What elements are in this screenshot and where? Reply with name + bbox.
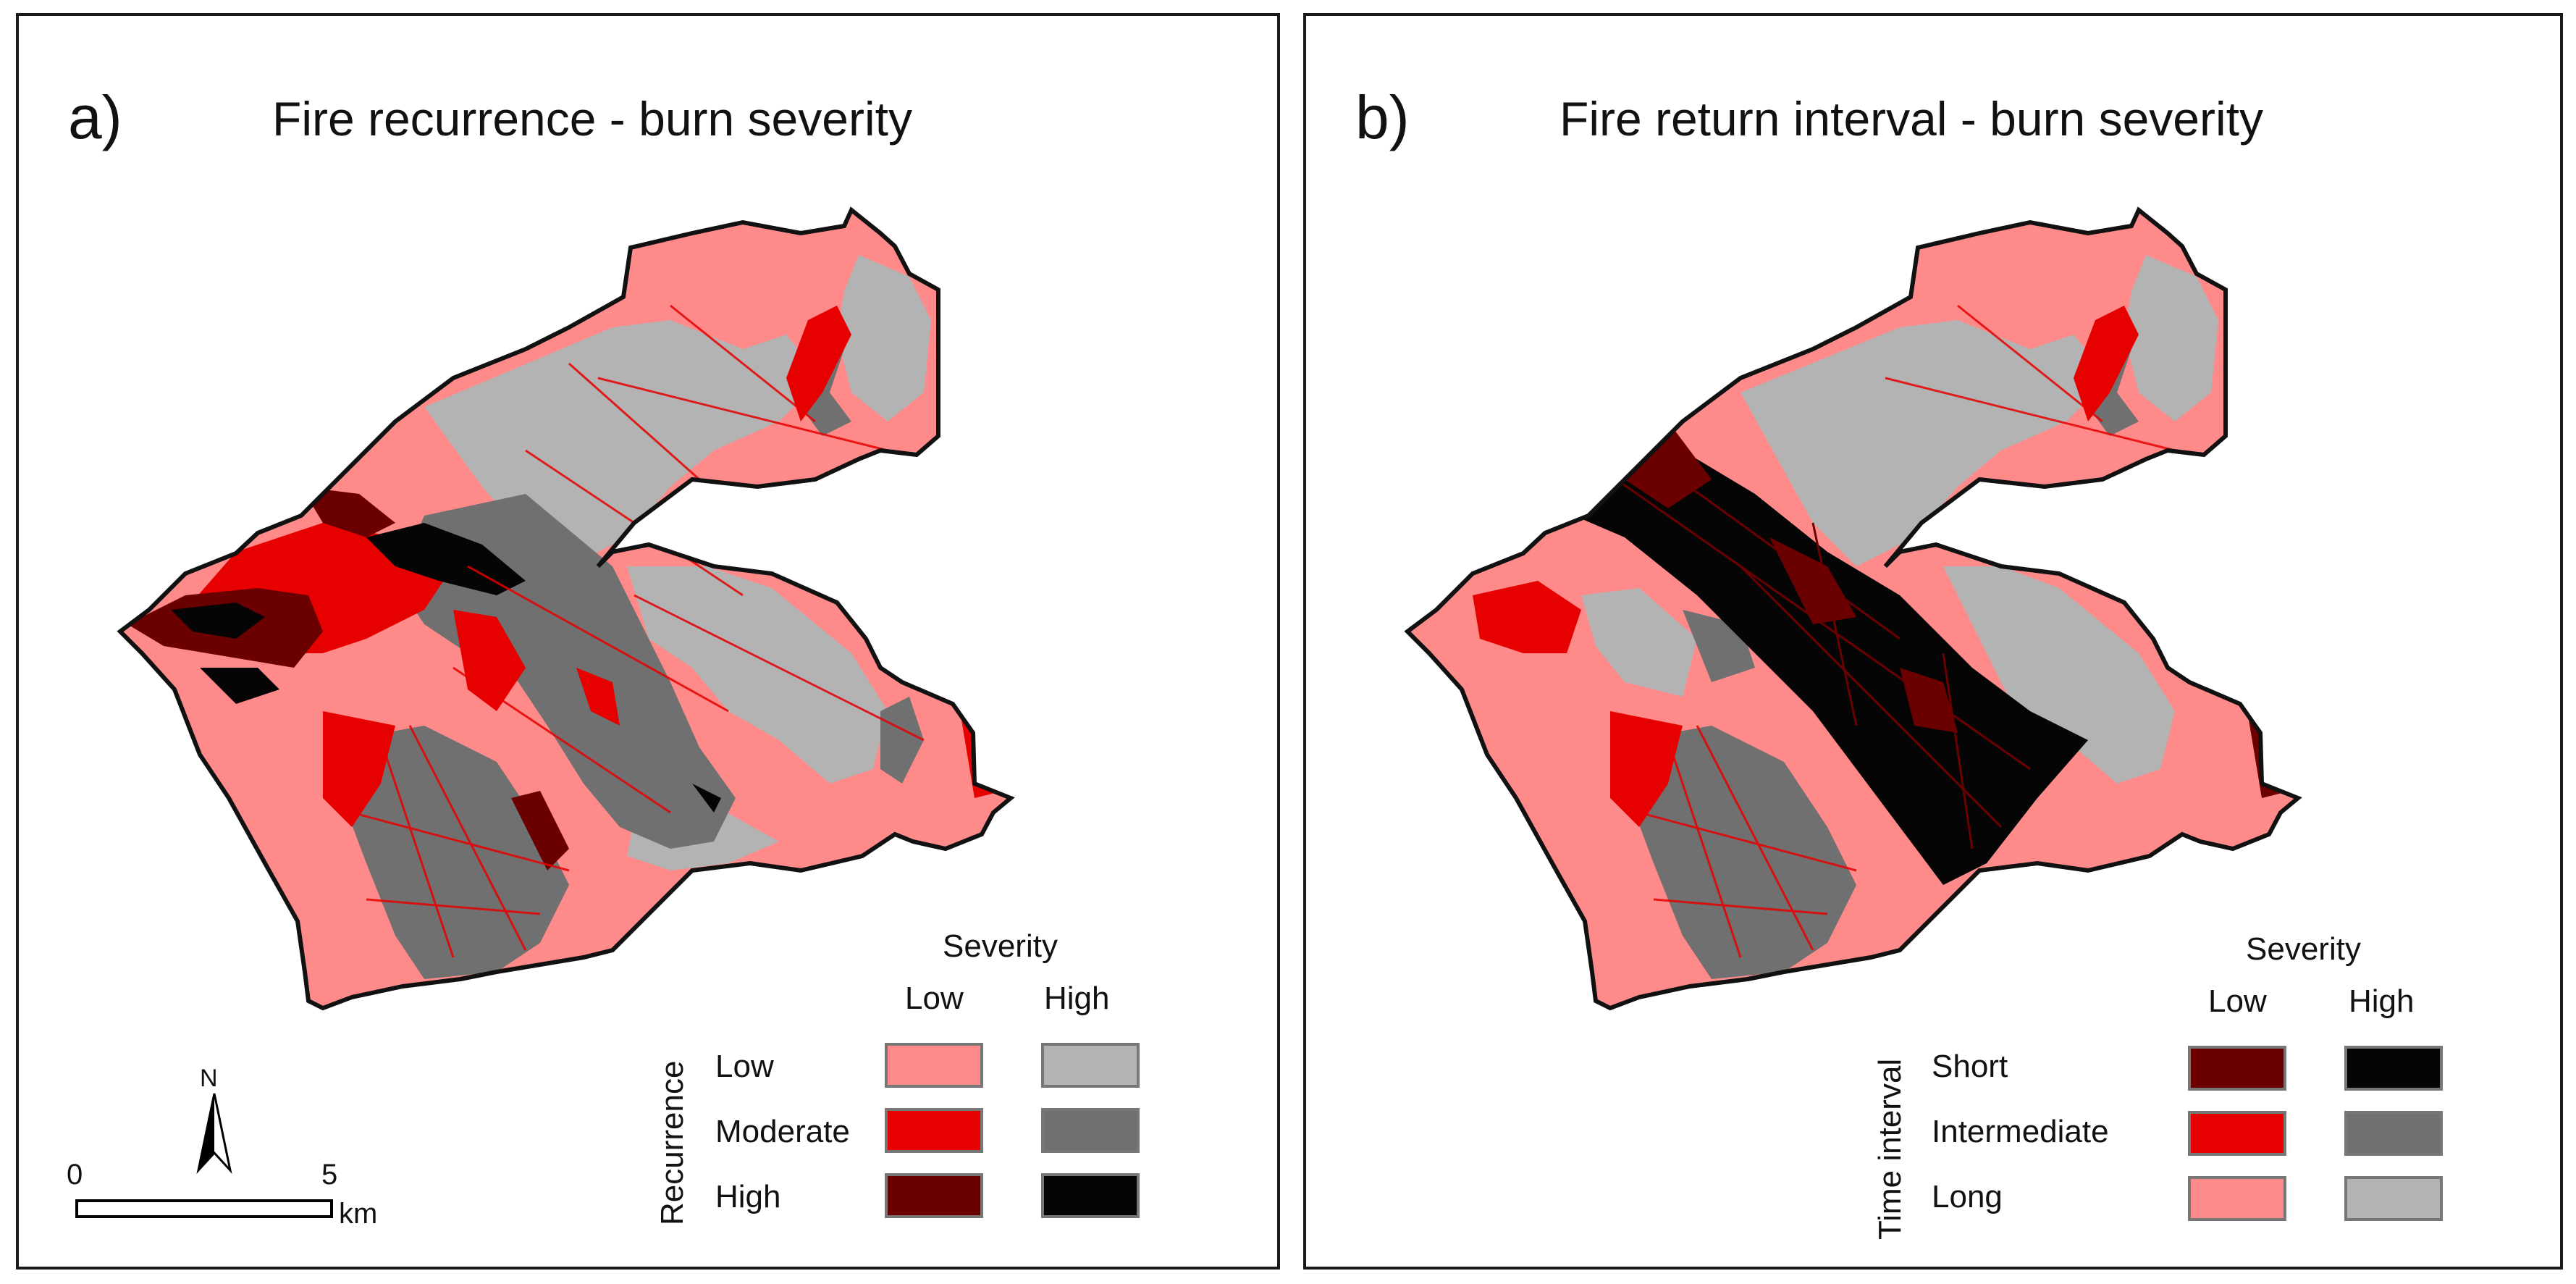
zone-long-high bbox=[1741, 320, 2110, 566]
zone-high-low bbox=[511, 791, 569, 870]
legend-row-label: Long bbox=[1932, 1179, 2003, 1214]
zone-low-high bbox=[837, 255, 931, 421]
zone-short-low bbox=[1900, 668, 1958, 733]
zone-mod-high bbox=[880, 697, 924, 784]
scale-start: 0 bbox=[67, 1159, 83, 1191]
panel-title: Fire return interval - burn severity bbox=[1560, 92, 2263, 146]
legend-swatch-int-low bbox=[2188, 1111, 2286, 1156]
legend-row-label: Low bbox=[715, 1049, 774, 1084]
scale-bar bbox=[75, 1199, 333, 1218]
panel-letter: a) bbox=[68, 83, 122, 151]
panel-title: Fire recurrence - burn severity bbox=[272, 92, 912, 146]
legend-swatch-low-high bbox=[1041, 1043, 1140, 1088]
scale-end: 5 bbox=[321, 1159, 338, 1191]
legend-col-low: Low bbox=[2208, 983, 2267, 1019]
legend-col-low: Low bbox=[905, 981, 964, 1016]
legend-swatch-high-high bbox=[1041, 1173, 1140, 1218]
map-panel-a: a) Fire recurrence - burn severity bbox=[16, 13, 1280, 1270]
legend-swatch-mod-low bbox=[885, 1108, 983, 1153]
road-network bbox=[1595, 449, 2031, 849]
legend-swatch-mod-high bbox=[1041, 1108, 1140, 1153]
zone-short-high bbox=[1545, 421, 2088, 885]
legend-row-label: Short bbox=[1932, 1049, 2008, 1084]
zone-mod-low bbox=[786, 306, 851, 421]
scale-unit: km bbox=[339, 1198, 378, 1230]
zone-int-low bbox=[1473, 581, 1581, 653]
legend-swatch-long-low bbox=[2188, 1176, 2286, 1221]
legend-row-label: Moderate bbox=[715, 1114, 850, 1149]
zone-long-high bbox=[1943, 566, 2175, 784]
north-label: N bbox=[200, 1065, 218, 1092]
legend-row-label: Intermediate bbox=[1932, 1114, 2109, 1149]
map-panel-b: b) Fire return interval - burn severity bbox=[1303, 13, 2563, 1270]
zone-high-high bbox=[200, 668, 279, 704]
legend-swatch-long-high bbox=[2344, 1176, 2443, 1221]
north-arrow-icon bbox=[196, 1093, 232, 1175]
zone-high-high bbox=[171, 603, 265, 639]
zone-int-low bbox=[1610, 711, 1683, 827]
legend-swatch-high-low bbox=[885, 1173, 983, 1218]
zone-low-high bbox=[627, 566, 888, 784]
legend-axis-label: Time interval bbox=[1872, 1058, 1908, 1240]
legend-col-high: High bbox=[2349, 983, 2415, 1019]
fire-map-a bbox=[19, 16, 1280, 1270]
legend-severity-title: Severity bbox=[943, 928, 1058, 964]
zone-mod-high bbox=[345, 726, 569, 979]
zone-mod-low bbox=[323, 711, 395, 827]
legend-axis-label: Recurrence bbox=[654, 1060, 690, 1225]
legend-swatch-short-high bbox=[2344, 1046, 2443, 1091]
zone-high-high bbox=[692, 784, 721, 813]
legend-col-high: High bbox=[1044, 981, 1110, 1016]
zone-long-high bbox=[1581, 588, 1697, 697]
zone-long-high bbox=[2124, 255, 2218, 421]
legend-severity-title: Severity bbox=[2246, 931, 2361, 967]
zone-mod-low bbox=[453, 610, 526, 711]
fire-map-b bbox=[1306, 16, 2563, 1270]
legend-swatch-int-high bbox=[2344, 1111, 2443, 1156]
legend-row-label: High bbox=[715, 1179, 781, 1214]
zone-int-low bbox=[2074, 306, 2139, 421]
zone-high-low bbox=[301, 487, 395, 537]
zone-mod-low bbox=[576, 668, 620, 726]
legend-swatch-low-low bbox=[885, 1043, 983, 1088]
zone-int-high bbox=[1632, 726, 1856, 979]
legend-swatch-short-low bbox=[2188, 1046, 2286, 1091]
panel-letter: b) bbox=[1355, 83, 1410, 151]
